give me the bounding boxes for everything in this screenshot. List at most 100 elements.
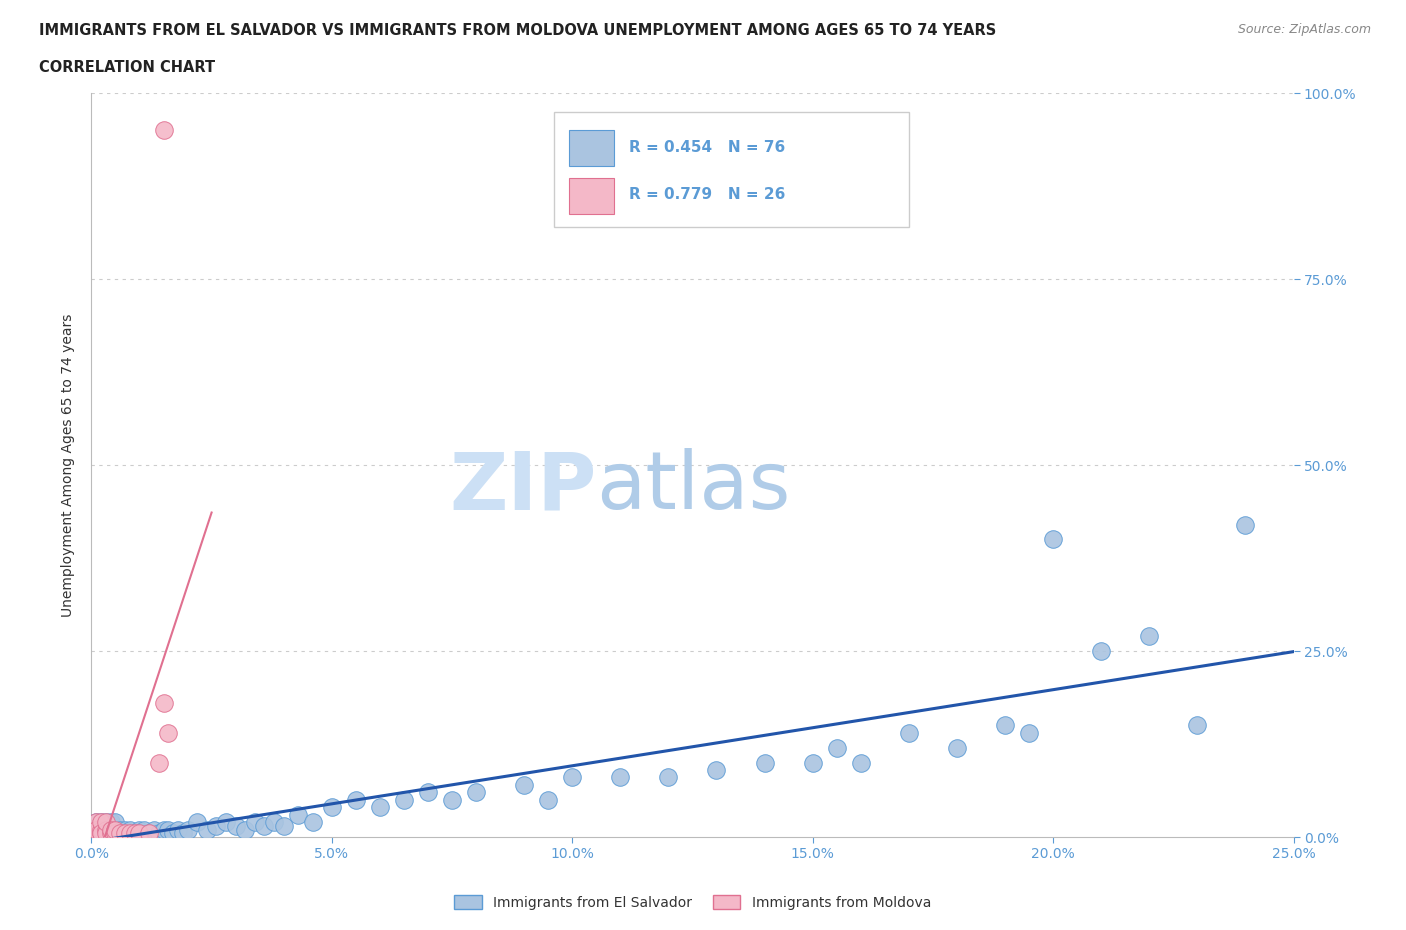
Point — [152, 123, 174, 138]
Point — [148, 755, 170, 770]
Point — [94, 822, 117, 837]
Point — [84, 822, 107, 837]
Text: atlas: atlas — [596, 448, 790, 526]
Point — [561, 770, 583, 785]
Point — [368, 800, 391, 815]
Point — [94, 822, 117, 837]
Point — [157, 725, 180, 740]
Point — [104, 826, 127, 841]
Point — [128, 826, 150, 841]
Point — [465, 785, 488, 800]
Point — [301, 815, 323, 830]
Point — [186, 815, 208, 830]
Point — [849, 755, 872, 770]
Point — [1042, 532, 1064, 547]
Point — [90, 815, 112, 830]
Point — [176, 822, 198, 837]
Point — [114, 826, 136, 841]
Point — [90, 822, 112, 837]
Point — [134, 822, 156, 837]
Point — [1187, 718, 1209, 733]
Point — [84, 822, 107, 837]
Point — [94, 815, 117, 830]
Point — [609, 770, 631, 785]
Point — [513, 777, 536, 792]
Point — [1234, 517, 1257, 532]
Point — [152, 696, 174, 711]
Text: R = 0.779   N = 26: R = 0.779 N = 26 — [628, 188, 785, 203]
Point — [215, 815, 238, 830]
Point — [84, 826, 107, 841]
Point — [287, 807, 309, 822]
Point — [416, 785, 439, 800]
Point — [167, 822, 190, 837]
Point — [94, 826, 117, 841]
Point — [537, 792, 560, 807]
Point — [273, 818, 295, 833]
Point — [392, 792, 415, 807]
Point — [128, 822, 150, 837]
Point — [90, 815, 112, 830]
Point — [100, 822, 122, 837]
Point — [128, 826, 150, 841]
Point — [253, 818, 276, 833]
FancyBboxPatch shape — [554, 112, 908, 227]
Point — [90, 826, 112, 841]
Point — [118, 826, 141, 841]
Point — [157, 822, 180, 837]
Point — [90, 826, 112, 841]
Point — [90, 826, 112, 841]
Text: CORRELATION CHART: CORRELATION CHART — [39, 60, 215, 75]
Point — [148, 826, 170, 841]
Point — [1137, 629, 1160, 644]
Point — [84, 826, 107, 841]
Point — [110, 826, 132, 841]
Point — [104, 815, 127, 830]
Bar — [568, 130, 614, 166]
Point — [90, 826, 112, 841]
Point — [897, 725, 920, 740]
Point — [162, 826, 184, 841]
Point — [84, 822, 107, 837]
Point — [84, 815, 107, 830]
Bar — [568, 178, 614, 214]
Point — [84, 826, 107, 841]
Point — [706, 763, 728, 777]
Point — [104, 822, 127, 837]
Point — [94, 826, 117, 841]
Point — [142, 822, 165, 837]
Point — [100, 815, 122, 830]
Point — [104, 822, 127, 837]
Point — [233, 822, 256, 837]
Point — [801, 755, 824, 770]
Point — [138, 826, 160, 841]
Point — [195, 822, 218, 837]
Point — [118, 822, 141, 837]
Point — [321, 800, 343, 815]
Point — [110, 822, 132, 837]
Point — [124, 826, 146, 841]
Point — [94, 826, 117, 841]
Point — [205, 818, 228, 833]
Point — [152, 822, 174, 837]
Point — [94, 815, 117, 830]
Point — [84, 815, 107, 830]
Point — [100, 822, 122, 837]
Point — [440, 792, 463, 807]
Text: ZIP: ZIP — [449, 448, 596, 526]
Point — [110, 826, 132, 841]
Point — [344, 792, 367, 807]
Point — [104, 826, 127, 841]
Point — [243, 815, 266, 830]
Legend: Immigrants from El Salvador, Immigrants from Moldova: Immigrants from El Salvador, Immigrants … — [449, 890, 936, 916]
Point — [263, 815, 285, 830]
Point — [118, 826, 141, 841]
Text: Source: ZipAtlas.com: Source: ZipAtlas.com — [1237, 23, 1371, 36]
Text: IMMIGRANTS FROM EL SALVADOR VS IMMIGRANTS FROM MOLDOVA UNEMPLOYMENT AMONG AGES 6: IMMIGRANTS FROM EL SALVADOR VS IMMIGRANT… — [39, 23, 997, 38]
Point — [172, 826, 194, 841]
Point — [124, 826, 146, 841]
Point — [1090, 644, 1112, 658]
Y-axis label: Unemployment Among Ages 65 to 74 years: Unemployment Among Ages 65 to 74 years — [62, 313, 76, 617]
Point — [225, 818, 247, 833]
Point — [90, 822, 112, 837]
